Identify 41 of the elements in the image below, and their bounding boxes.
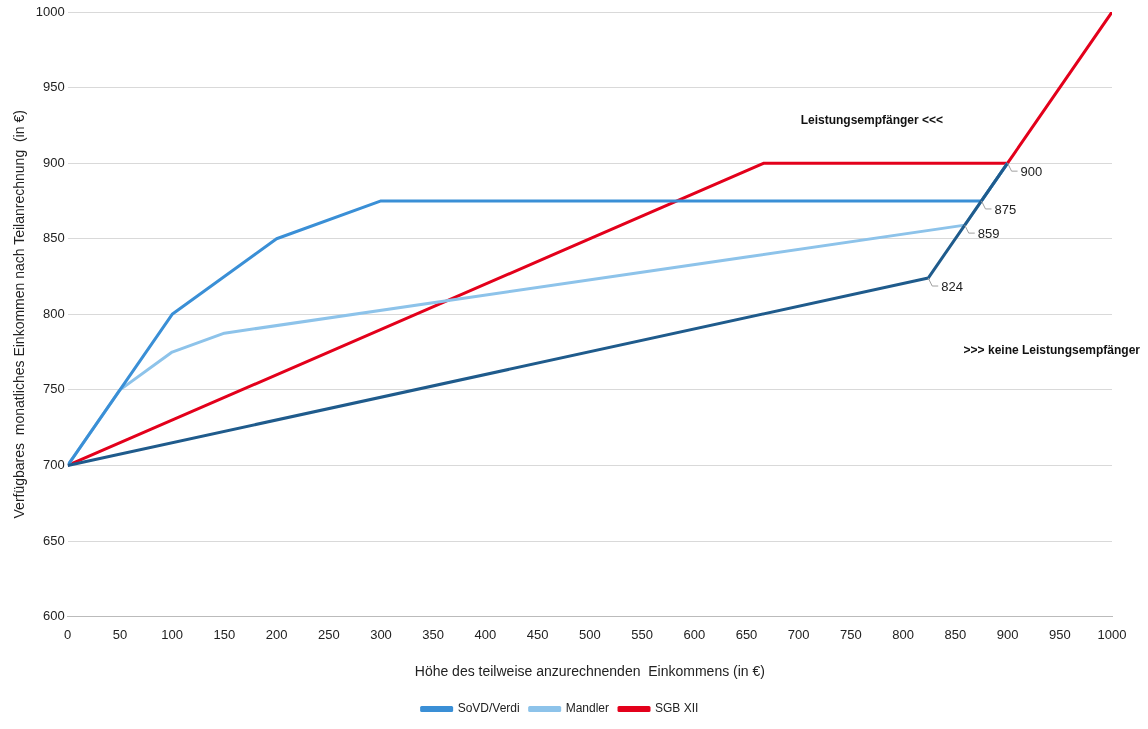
x-tick-label: 1000 bbox=[1097, 626, 1127, 642]
x-tick-label: 150 bbox=[213, 626, 236, 642]
y-axis-title: Verfügbares monatliches Einkommen nach Teilanrechnung (in €) bbox=[11, 110, 28, 519]
x-tick-label: 600 bbox=[683, 626, 706, 642]
legend-label: Mandler bbox=[565, 701, 610, 716]
x-tick-label: 0 bbox=[64, 626, 72, 642]
x-tick-label: 650 bbox=[735, 626, 758, 642]
x-tick-label: 350 bbox=[422, 626, 445, 642]
y-tick-label: 850 bbox=[43, 230, 65, 246]
x-tick-label: 750 bbox=[840, 626, 862, 642]
x-tick-label: 450 bbox=[526, 626, 549, 642]
x-tick-label: 200 bbox=[265, 626, 288, 642]
x-tick-label: 950 bbox=[1048, 626, 1071, 642]
x-tick-label: 500 bbox=[579, 626, 601, 642]
y-tick-label: 700 bbox=[43, 457, 65, 473]
annotation: >>> keine Leistungsempfänger bbox=[963, 342, 1141, 357]
y-tick-label: 800 bbox=[43, 305, 65, 321]
x-tick-label: 550 bbox=[631, 626, 653, 642]
annotation: 824 bbox=[941, 278, 963, 294]
x-tick-label: 250 bbox=[317, 626, 340, 642]
x-tick-label: 800 bbox=[892, 626, 914, 642]
annotation: Leistungsempfänger <<< bbox=[800, 113, 944, 128]
annotation: 875 bbox=[994, 201, 1017, 217]
x-tick-label: 50 bbox=[112, 626, 128, 642]
y-tick-label: 900 bbox=[43, 154, 65, 170]
annotation: 900 bbox=[1020, 163, 1043, 179]
y-tick-label: 950 bbox=[43, 79, 65, 95]
annotation: 859 bbox=[977, 225, 1000, 241]
x-tick-label: 400 bbox=[474, 626, 497, 642]
x-tick-label: 700 bbox=[787, 626, 810, 642]
legend-label: SGB XII bbox=[655, 701, 699, 716]
x-tick-label: 850 bbox=[944, 626, 967, 642]
x-tick-label: 100 bbox=[161, 626, 183, 642]
y-tick-label: 650 bbox=[43, 532, 65, 548]
x-axis-title: Höhe des teilweise anzurechnenden Einkommens (in €) bbox=[414, 663, 765, 680]
legend-label: SoVD/Verdi bbox=[457, 701, 520, 716]
y-tick-label: 750 bbox=[43, 381, 65, 397]
x-tick-label: 900 bbox=[996, 626, 1019, 642]
y-tick-label: 1000 bbox=[35, 3, 65, 19]
y-tick-label: 600 bbox=[43, 608, 65, 624]
x-tick-label: 300 bbox=[370, 626, 392, 642]
